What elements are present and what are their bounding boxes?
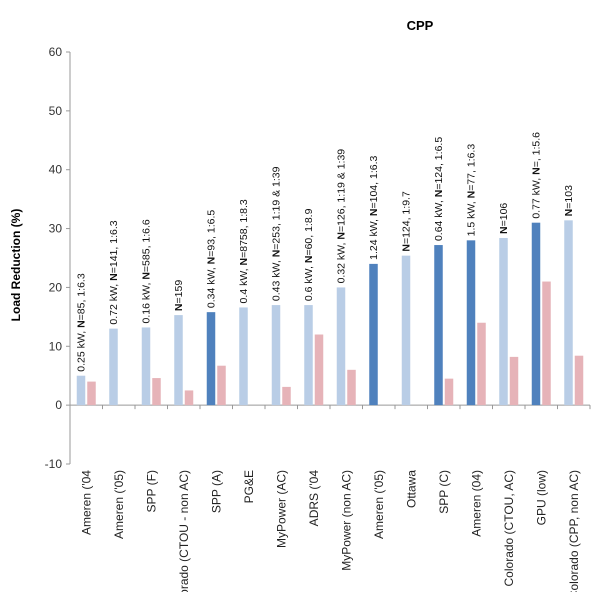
bar-series-1	[369, 263, 378, 406]
bar-series-2	[542, 281, 551, 406]
axis-layer: -10 0 10 20 30 40 50 60	[45, 45, 591, 471]
bar-series-1	[174, 315, 183, 406]
bar-series-1	[76, 375, 86, 406]
y-tick-label: -10	[45, 457, 63, 471]
bar-series-2	[217, 365, 226, 406]
bar-series-2	[87, 381, 96, 406]
bar-annotation: 1.24 kW, N=104, 1:6.3	[368, 156, 380, 260]
bar-series-2	[509, 356, 519, 406]
bar-annotation: 0.16 kW, N=585, 1:6.6	[141, 219, 153, 323]
bar-annotation: 1.5 kW, N=77, 1:6.3	[466, 144, 478, 237]
x-category-label: Colorado (CPP, non AC)	[567, 470, 581, 592]
bar-series-2	[444, 378, 454, 406]
bar-series-1	[336, 287, 346, 406]
x-category-label: ADRS ('04	[307, 470, 321, 527]
bar-annotation: 0.43 kW, N=253, 1:19 & 1:39	[271, 166, 283, 301]
chart-title: CPP	[407, 18, 434, 33]
bar-series-1	[499, 237, 508, 406]
x-category-label: Ameren ('04	[79, 470, 93, 535]
y-tick-label: 50	[49, 104, 63, 118]
x-category-label: SPP (A)	[209, 470, 223, 513]
bar-series-1	[564, 220, 573, 406]
bar-annotation: 0.34 kW, N=93, 1:6.5	[206, 210, 218, 309]
bar-annotation: 0.32 kW, N=126, 1:19 & 1:39	[336, 149, 348, 284]
y-tick-label: 30	[49, 222, 63, 236]
bar-series-2	[477, 322, 486, 406]
bar-annotation: N=159	[173, 280, 185, 311]
y-tick-label: 40	[49, 163, 63, 177]
bar-series-1	[434, 245, 443, 406]
bar-series-1	[531, 222, 541, 406]
bar-series-1	[271, 305, 281, 406]
bar-series-2	[574, 355, 584, 406]
x-category-label: MyPower (non AC)	[339, 470, 353, 571]
bar-annotations-layer: 0.25 kW, N=85, 1:6.3 0.72 kW, N=141, 1:6.…	[76, 132, 576, 372]
y-tick-label: 0	[55, 398, 62, 412]
x-category-label: SPP (F)	[144, 470, 158, 512]
bar-series-1	[401, 255, 411, 406]
bar-annotation: 0.6 kW, N=60, 1:8.9	[303, 208, 315, 301]
bar-series-2	[314, 334, 324, 406]
bar-series-2	[152, 378, 161, 406]
bar-series-1	[109, 328, 118, 406]
bar-series-1	[466, 240, 476, 406]
bar-series-2	[184, 390, 194, 406]
bar-annotation: 0.77 kW, N=, 1:5.6	[531, 132, 543, 219]
x-category-label: Ameren ('05)	[112, 470, 126, 539]
x-category-label: Ottawa	[404, 470, 418, 508]
y-axis-label: Load Reduction (%)	[9, 209, 23, 322]
y-tick-label: 10	[49, 339, 63, 353]
x-category-label: Colorado (CTOU - non AC)	[177, 470, 191, 592]
bars-layer	[76, 220, 584, 406]
bar-annotation: 0.4 kW, N=8758, 1:8.3	[238, 199, 250, 303]
x-category-label: SPP (C)	[437, 470, 451, 514]
x-category-label: Ameren ('05)	[372, 470, 386, 539]
bar-annotation: N=124, 1:9.7	[401, 191, 413, 252]
bar-annotation: 0.64 kW, N=124, 1:6.5	[433, 137, 445, 241]
bar-annotation: 0.72 kW, N=141, 1:6.3	[108, 220, 120, 324]
bar-series-1	[304, 305, 313, 406]
y-tick-label: 60	[49, 45, 63, 59]
bar-series-1	[206, 312, 216, 406]
x-category-label: PG&E	[242, 470, 256, 503]
x-category-label: GPU (low)	[534, 470, 548, 525]
category-labels-layer: Ameren ('04 Ameren ('05) SPP (F) Colorado (…	[79, 470, 581, 592]
y-tick-label: 20	[49, 280, 63, 294]
bar-series-1	[239, 307, 248, 406]
bar-series-2	[347, 369, 356, 406]
x-category-label: MyPower (AC)	[274, 470, 288, 548]
bar-series-2	[282, 386, 291, 406]
bar-series-1	[141, 327, 151, 406]
x-category-label: Colorado (CTOU, AC)	[502, 470, 516, 586]
bar-annotation: N=103	[563, 185, 575, 216]
bar-annotation: 0.25 kW, N=85, 1:6.3	[76, 273, 88, 372]
bar-annotation: N=106	[498, 203, 510, 234]
x-category-label: Ameren (04)	[469, 470, 483, 537]
